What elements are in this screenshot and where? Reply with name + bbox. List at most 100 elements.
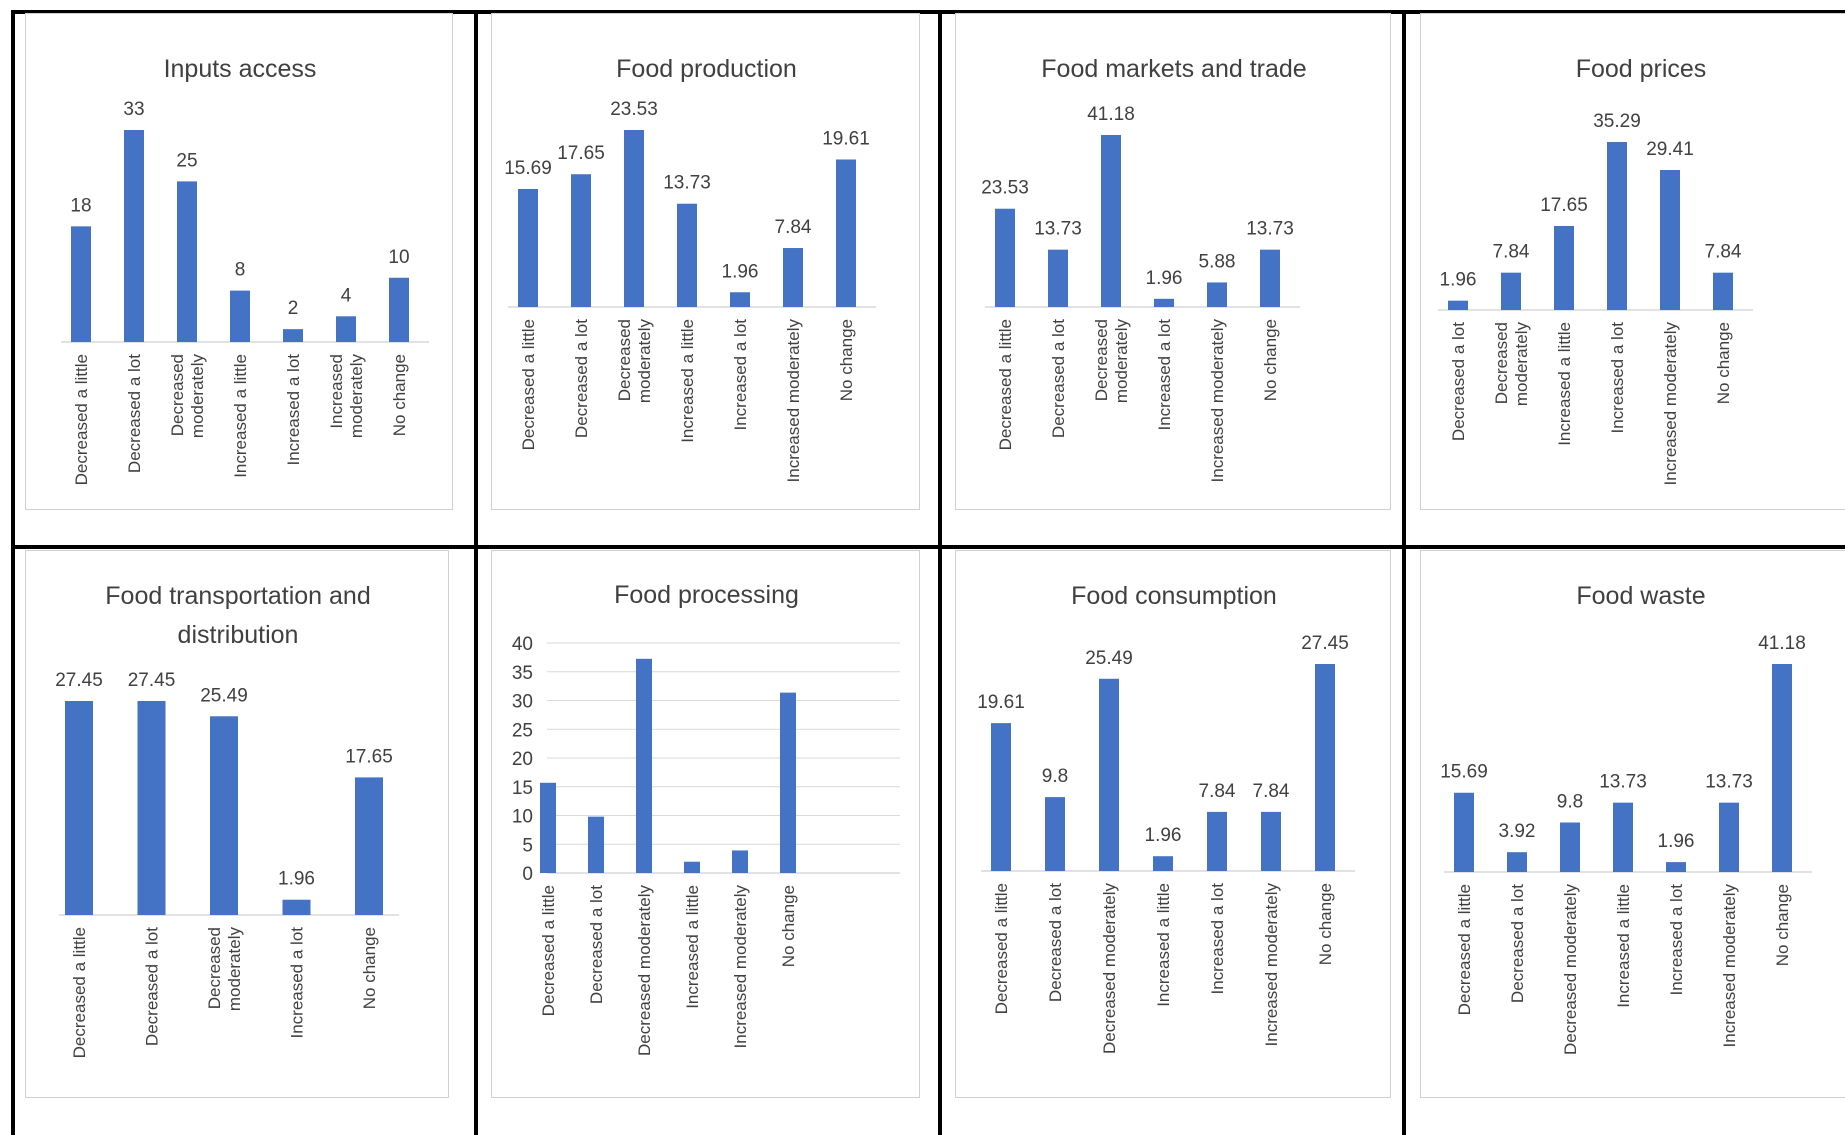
chart-panel: Food processing 0 5 10 15 20 25 30 35 40 Decreased… [491,550,920,1098]
category-label: Decreased moderately [1492,322,1531,407]
category-label: Increased moderately [327,354,366,439]
category-label: Increased a little [683,885,702,1009]
category-label: No change [360,927,379,1009]
bar-chart: Food markets and trade 23.53 Decreased a l… [981,55,1306,482]
category-label: Increased moderately [1661,322,1680,486]
data-label: 19.61 [977,692,1025,713]
data-label: 17.65 [345,746,393,767]
bar [1045,797,1065,871]
category-label-line: Decreased moderately [1100,883,1119,1055]
category-label-line: Increased moderately [731,885,750,1049]
frame-divider-2 [938,10,942,1135]
bar [1607,142,1627,310]
category-label-line: Decreased [615,319,634,401]
chart-panel: Food waste 15.69 Decreased a little 3.92 Dec… [1420,550,1845,1098]
category-label-line: Increased a lot [731,319,750,431]
category-label-line: No change [390,354,409,436]
data-label: 9.8 [1557,792,1583,813]
data-label: 7.84 [775,217,812,238]
category-label-line: No change [1714,322,1733,404]
y-tick-label: 5 [522,835,533,856]
bar [836,159,856,307]
data-label: 8 [235,260,246,281]
category-label-line: Decreased a lot [125,354,144,473]
bar [684,861,700,873]
chart-panel: Food consumption 19.61 Decreased a little 9… [955,550,1391,1098]
category-label: Decreased moderately [1561,884,1580,1056]
data-label: 7.84 [1493,242,1530,263]
bar-chart: Food consumption 19.61 Decreased a little 9… [977,582,1355,1055]
category-label: Increased a little [1614,884,1633,1008]
category-label: Decreased moderately [205,927,244,1012]
bar-chart: Food prices 1.96 Decreased a lot 7.84 Decrea… [1438,55,1753,486]
bar [588,816,604,873]
data-label: 15.69 [504,158,552,179]
y-tick-label: 15 [512,778,533,799]
category-label: Increased a lot [1208,883,1227,995]
chart-panel: Food markets and trade 23.53 Decreased a l… [955,13,1391,510]
category-label-line: No change [1773,884,1792,966]
frame-middle-line [11,545,1845,549]
bar [336,316,356,342]
category-label: Decreased a lot [1508,884,1527,1003]
bar [1260,249,1280,307]
bar [1713,272,1733,310]
data-label: 15.69 [1440,762,1488,783]
category-label: Decreased moderately [168,354,207,439]
data-label: 18 [70,195,91,216]
bar [1772,664,1792,872]
bar [540,782,556,873]
category-label: Decreased a little [72,354,91,485]
category-label-line: Increased moderately [784,319,803,483]
category-label: Decreased moderately [615,319,654,404]
data-label: 13.73 [1599,772,1647,793]
bar [1315,664,1335,871]
chart-panel: Food production 15.69 Decreased a little 17… [491,13,920,510]
y-tick-label: 20 [512,749,533,770]
data-label: 5.88 [1199,251,1236,272]
chart-panel: Inputs access 18 Decreased a little 33 Decre… [25,13,453,510]
category-label: Increased moderately [1262,883,1281,1047]
category-label: Increased a lot [1667,884,1686,996]
data-label: 27.45 [55,670,103,691]
category-label: No change [1714,322,1733,404]
category-label-line: No change [837,319,856,401]
data-label: 23.53 [610,99,658,120]
bar [624,130,644,307]
category-label-line: Decreased a lot [572,319,591,438]
bar [1660,169,1680,310]
bar [283,329,303,342]
category-label-line: No change [779,885,798,967]
category-label-line: moderately [225,927,244,1012]
category-label-line: Increased a little [1154,883,1173,1007]
chart-title: Food production [616,55,797,83]
category-label-line: Decreased a little [996,319,1015,450]
category-label-line: No change [360,927,379,1009]
category-label: Decreased a lot [1049,319,1068,438]
category-label-line: Decreased a lot [1046,883,1065,1002]
data-label: 1.96 [1145,825,1182,846]
bar [282,899,311,915]
bar [1099,678,1119,871]
category-label-line: moderately [635,319,654,404]
category-label-line: Increased [327,354,346,429]
category-label-line: Increased a lot [1667,884,1686,996]
bar [1454,792,1474,872]
data-label: 3.92 [1499,821,1536,842]
category-label: Increased a lot [731,319,750,431]
data-label: 25.49 [1085,648,1133,669]
category-label: Decreased a lot [1449,322,1468,441]
category-label: Increased a little [678,319,697,443]
category-label: Decreased moderately [635,885,654,1057]
category-label: Decreased moderately [1100,883,1119,1055]
y-tick-label: 35 [512,663,533,684]
data-label: 7.84 [1199,781,1236,802]
category-label: Decreased a lot [125,354,144,473]
category-label-line: Decreased [168,354,187,436]
bar [1101,135,1121,307]
data-label: 7.84 [1253,781,1290,802]
category-label-line: Increased a lot [1608,322,1627,434]
bar [1207,282,1227,307]
data-label: 1.96 [278,869,315,890]
category-label-line: Increased a little [1614,884,1633,1008]
